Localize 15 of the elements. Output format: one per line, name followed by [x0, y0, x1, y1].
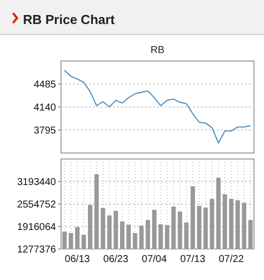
- x-tick-label: 07/04: [142, 254, 168, 265]
- y-tick-label: 2554752: [17, 200, 56, 210]
- y-tick-label: 4140: [34, 102, 56, 114]
- x-tick-label: 07/13: [180, 254, 206, 265]
- y-tick-label: 1277376: [17, 244, 56, 256]
- y-tick-label: 4485: [34, 80, 56, 90]
- y-tick-label: 1916064: [17, 222, 56, 233]
- y-tick-label: 3795: [34, 126, 56, 136]
- x-tick-label: 06/23: [103, 254, 129, 265]
- chart-title: RB Price Chart: [23, 12, 116, 27]
- x-tick-label: 07/22: [218, 254, 244, 265]
- line-series: [64, 70, 252, 144]
- y-tick-label: 3193440: [17, 177, 56, 188]
- x-tick-label: 06/13: [64, 254, 90, 265]
- chart-subtitle: RB: [150, 45, 165, 56]
